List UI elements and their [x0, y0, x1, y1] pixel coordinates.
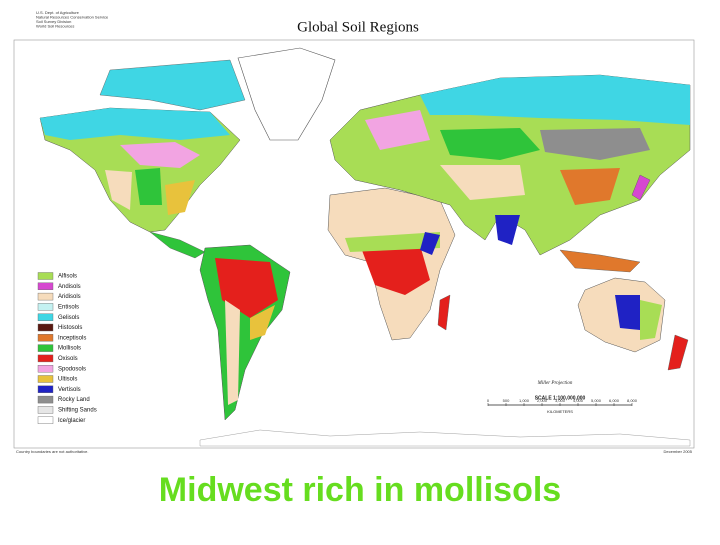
sa-oxisols [215, 258, 278, 318]
legend-label: Mollisols [58, 346, 81, 352]
legend-label: Inceptisols [58, 335, 86, 341]
asia-gelisols [420, 75, 690, 125]
madagascar [437, 294, 451, 331]
na-ultisols [165, 180, 195, 215]
legend-label: Gelisols [58, 315, 79, 321]
africa-vertisols [420, 232, 440, 255]
new-zealand [667, 334, 689, 371]
na-gelisols [40, 108, 230, 140]
map-title: Global Soil Regions [297, 19, 419, 35]
scale-tick-label: 5,000 [591, 398, 602, 403]
legend-label: Rocky Land [58, 397, 90, 403]
agency-line: Soil Survey Division [36, 19, 71, 24]
scale-bar: 0 500 1,000 2,000 3,000 4,000 5,000 6,000 8,000 [487, 398, 638, 406]
asia-mollisols [440, 128, 540, 160]
legend-label: Entisols [58, 304, 79, 310]
scale-tick-label: 2,000 [537, 398, 548, 403]
scale-tick-label: 0 [487, 398, 490, 403]
japan [631, 174, 651, 201]
greenland [237, 47, 336, 141]
scale-tick-label: 4,000 [573, 398, 584, 403]
legend-swatch [37, 395, 54, 404]
legend-swatch [37, 406, 54, 414]
australia-alfisols [640, 300, 662, 340]
caption: Midwest rich in mollisols [159, 471, 561, 509]
legend-swatch [37, 272, 54, 280]
legend-swatch [37, 375, 54, 383]
scale-text: SCALE 1:100,000,000 [535, 395, 586, 401]
na-mollisols [135, 168, 162, 205]
legend-label: Vertisols [58, 387, 81, 393]
scale-tick-label: 3,000 [555, 398, 566, 403]
europe-spodosols [365, 110, 430, 150]
legend-label: Alfisols [58, 274, 77, 280]
africa-alfisols [345, 232, 440, 252]
scale-tick-label: 500 [503, 398, 510, 403]
sa-ultisols [250, 305, 275, 340]
legend-label: Andisols [58, 284, 81, 290]
agency-line: Natural Resources Conservation Service [36, 15, 109, 20]
australia-vertisols [615, 295, 640, 330]
africa-oxisols [360, 245, 430, 295]
na-spodosols [120, 142, 200, 168]
legend-label: Oxisols [58, 356, 78, 362]
legend-swatch [37, 323, 54, 332]
legend-swatch [37, 334, 54, 342]
antarctica [199, 429, 691, 447]
legend-swatch [37, 365, 54, 373]
central-america [149, 231, 206, 259]
agency-line: World Soil Resources [36, 24, 74, 29]
footnote: Country boundaries are not authoritative… [16, 449, 89, 454]
legend-label: Histosols [58, 325, 82, 331]
asia-inceptisols [560, 168, 620, 205]
india-vertisols [495, 215, 520, 245]
asia-aridisols [440, 165, 525, 200]
legend-swatch [37, 416, 54, 424]
arctic-islands [99, 59, 246, 111]
legend-swatch [37, 354, 54, 363]
legend-swatch [37, 292, 54, 301]
na-aridisols [105, 170, 132, 210]
projection: Miller Projection [537, 381, 573, 386]
legend-label: Aridisols [58, 294, 81, 300]
legend-label: Spodosols [58, 366, 86, 372]
asia-rocky [540, 128, 650, 160]
legend-swatch [37, 303, 54, 311]
legend-swatch [37, 344, 54, 352]
indonesia [559, 249, 641, 273]
legend: Alfisols Andisols Aridisols Entisols Gelisol… [37, 272, 97, 424]
legend-label: Ultisols [58, 377, 77, 383]
scale-tick-label: 6,000 [609, 398, 620, 403]
sa-aridisols [225, 300, 240, 405]
scale-tick-label: 1,000 [519, 398, 530, 403]
legend-swatch [37, 313, 54, 321]
scale-unit: KILOMETERS [547, 409, 573, 414]
date: December 2005 [664, 449, 693, 454]
legend-label: Shifting Sands [58, 407, 97, 413]
legend-swatch [37, 385, 54, 393]
agency-line: U.S. Dept. of Agriculture [36, 10, 80, 15]
legend-label: Ice/glacier [58, 418, 85, 424]
legend-swatch [37, 282, 54, 290]
scale-tick-label: 8,000 [627, 398, 638, 403]
